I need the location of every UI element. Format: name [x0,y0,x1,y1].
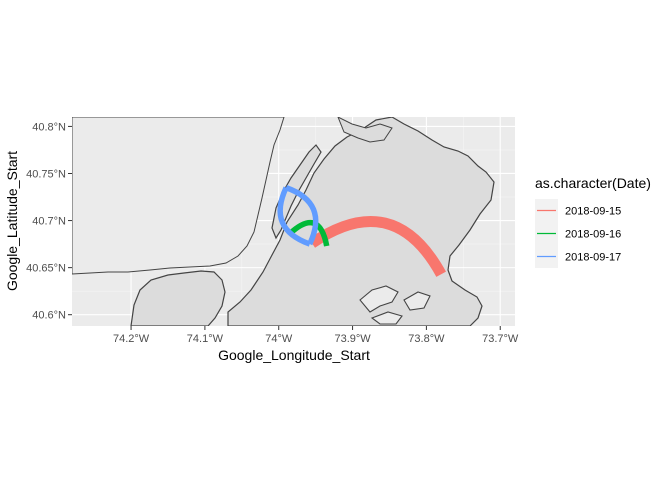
land-jamaica-bay-islands [359,285,431,325]
x-tick-label: 74°W [265,333,293,345]
route-curves [277,185,446,277]
legend-label: 2018-09-16 [565,229,621,241]
y-tick-label: 40.7°N [32,216,66,228]
x-axis-title: Google_Longitude_Start [218,347,370,363]
route-curve-2018-09-15 [308,216,446,277]
y-tick-label: 40.6°N [32,310,66,322]
legend-title: as.character(Date) [535,175,651,191]
x-tick-label: 74.2°W [113,333,150,345]
legend: as.character(Date) 2018-09-15 2018-09-16 2… [535,175,651,268]
legend-label: 2018-09-17 [565,252,621,264]
route-curve-2018-09-17 [277,186,311,247]
x-tick-label: 74.1°W [187,333,224,345]
route-curve-2018-09-17 [285,185,319,246]
land-upper-bronx [337,117,393,143]
axes: 74.2°W 74.1°W 74°W 73.9°W 73.8°W 73.7°W 40.6°N… [26,121,519,345]
legend-label: 2018-09-15 [565,206,621,218]
y-tick-label: 40.75°N [26,168,66,180]
land-new-jersey [72,117,285,275]
x-tick-label: 73.9°W [334,333,371,345]
y-tick-label: 40.8°N [32,121,66,133]
land-staten-island [130,270,226,326]
y-axis-title: Google_Latitude_Start [4,151,20,291]
y-tick-label: 40.65°N [26,263,66,275]
x-tick-label: 73.7°W [482,333,519,345]
x-tick-label: 73.8°W [408,333,445,345]
